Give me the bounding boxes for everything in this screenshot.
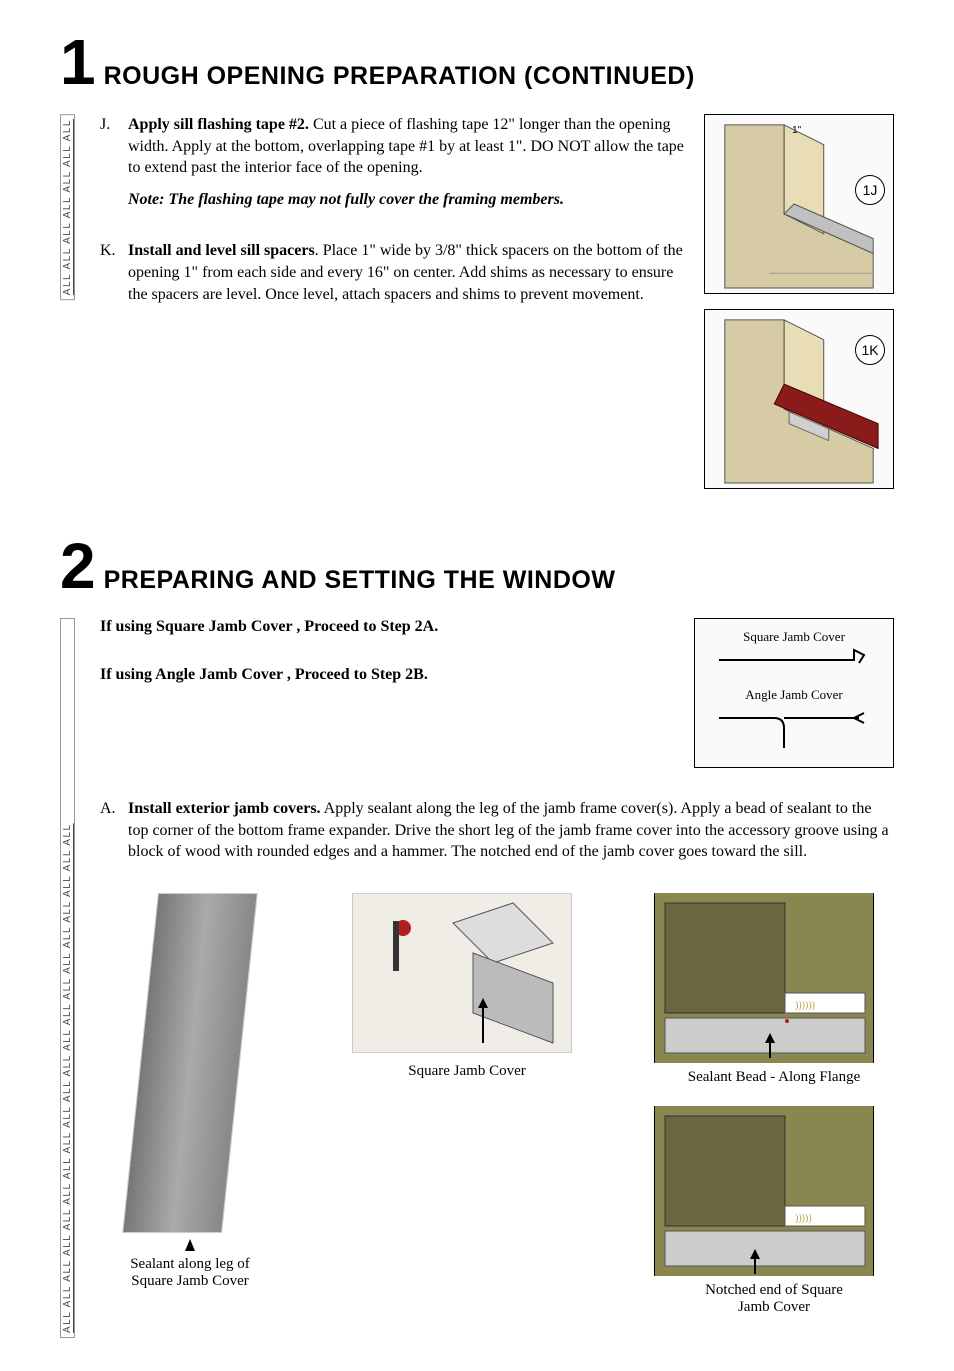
square-cover-icon [714, 645, 874, 675]
figure-1k: 1K [704, 309, 894, 489]
step-j-body: Apply sill flashing tape #2. Cut a piece… [128, 114, 684, 210]
svg-text:))))): ))))) [795, 1213, 812, 1224]
section-1-header: 1 ROUGH OPENING PREPARATION (CONTINUED) [60, 30, 894, 94]
step-j-letter: J. [100, 114, 128, 210]
section-1-text: J. Apply sill flashing tape #2. Cut a pi… [100, 114, 684, 504]
diagram-3-img: )))))) [654, 893, 874, 1063]
step-k: K. Install and level sill spacers. Place… [100, 240, 684, 305]
diagram-3-label: Sealant Bead - Along Flange [654, 1069, 894, 1086]
step-j-bold: Apply sill flashing tape #2. [128, 116, 309, 133]
figure-1j-callout: 1J [855, 175, 885, 205]
step-j-note: Note: The flashing tape may not fully co… [128, 189, 684, 211]
intro-line-1: If using Square Jamb Cover , Proceed to … [100, 618, 674, 636]
step-2a: A. Install exterior jamb covers. Apply s… [100, 798, 894, 863]
figure-1j: 1" 1J [704, 114, 894, 294]
diagram-4-label-2: Jamb Cover [654, 1299, 894, 1316]
section-1-number: 1 [60, 30, 96, 94]
sidebar-2: ALL ALL ALL ALL ALL ALL ALL ALL ALL ALL … [60, 618, 80, 1316]
diagram-2-img [352, 893, 572, 1053]
section-2-header: 2 PREPARING AND SETTING THE WINDOW [60, 534, 894, 598]
angle-cover-icon [714, 703, 874, 753]
diagram-1-caption-2: Square Jamb Cover [100, 1273, 280, 1290]
step-k-letter: K. [100, 240, 128, 305]
section-1-content: ALL ALL ALL ALL ALL ALL ALL J. Apply sil… [60, 114, 894, 504]
diagram-4-img: ))))) [654, 1106, 874, 1276]
diagram-sealant-leg: Sealant along leg of Square Jamb Cover [100, 893, 280, 1316]
step-j: J. Apply sill flashing tape #2. Cut a pi… [100, 114, 684, 210]
section-2-title: PREPARING AND SETTING THE WINDOW [104, 566, 616, 595]
diagram-square-cover: Square Jamb Cover [352, 893, 582, 1316]
section-1-figures: 1" 1J 1K [704, 114, 894, 504]
section-2-text: If using Square Jamb Cover , Proceed to … [100, 618, 894, 1316]
diagram-4-svg: ))))) [655, 1106, 873, 1276]
diagram-right-col: )))))) Sealant Bead - Along Flange [654, 893, 894, 1316]
svg-text:)))))): )))))) [795, 1000, 815, 1011]
diagram-2-svg [353, 893, 571, 1053]
legend-square-label: Square Jamb Cover [705, 629, 883, 645]
diagram-4-label-1: Notched end of Square [654, 1282, 894, 1299]
figure-1k-callout: 1K [855, 335, 885, 365]
diagram-1-img [122, 893, 258, 1233]
section-2-number: 2 [60, 534, 96, 598]
jamb-cover-legend: Square Jamb Cover Angle Jamb Cover [694, 618, 894, 768]
arrow-up-icon [185, 1239, 195, 1251]
step-2a-letter: A. [100, 798, 128, 863]
figure-1j-dim: 1" [792, 125, 801, 136]
intro-line-2: If using Angle Jamb Cover , Proceed to S… [100, 666, 674, 684]
sidebar-1: ALL ALL ALL ALL ALL ALL ALL [60, 114, 80, 504]
sidebar-2-label: ALL ALL ALL ALL ALL ALL ALL ALL ALL ALL … [60, 618, 75, 1338]
diagram-row: Sealant along leg of Square Jamb Cover [100, 893, 894, 1316]
diagram-1-caption-1: Sealant along leg of [100, 1256, 280, 1273]
legend-angle-label: Angle Jamb Cover [705, 687, 883, 703]
diagram-3-svg: )))))) [655, 893, 873, 1063]
step-2a-body: Install exterior jamb covers. Apply seal… [128, 798, 894, 863]
section-2-content: ALL ALL ALL ALL ALL ALL ALL ALL ALL ALL … [60, 618, 894, 1316]
diagram-2-label: Square Jamb Cover [352, 1063, 582, 1080]
section-1-title: ROUGH OPENING PREPARATION (CONTINUED) [104, 62, 695, 91]
step-2a-bold: Install exterior jamb covers. [128, 800, 321, 817]
sidebar-1-label: ALL ALL ALL ALL ALL ALL ALL [60, 114, 75, 300]
step-k-body: Install and level sill spacers. Place 1"… [128, 240, 684, 305]
step-k-bold: Install and level sill spacers [128, 242, 315, 259]
